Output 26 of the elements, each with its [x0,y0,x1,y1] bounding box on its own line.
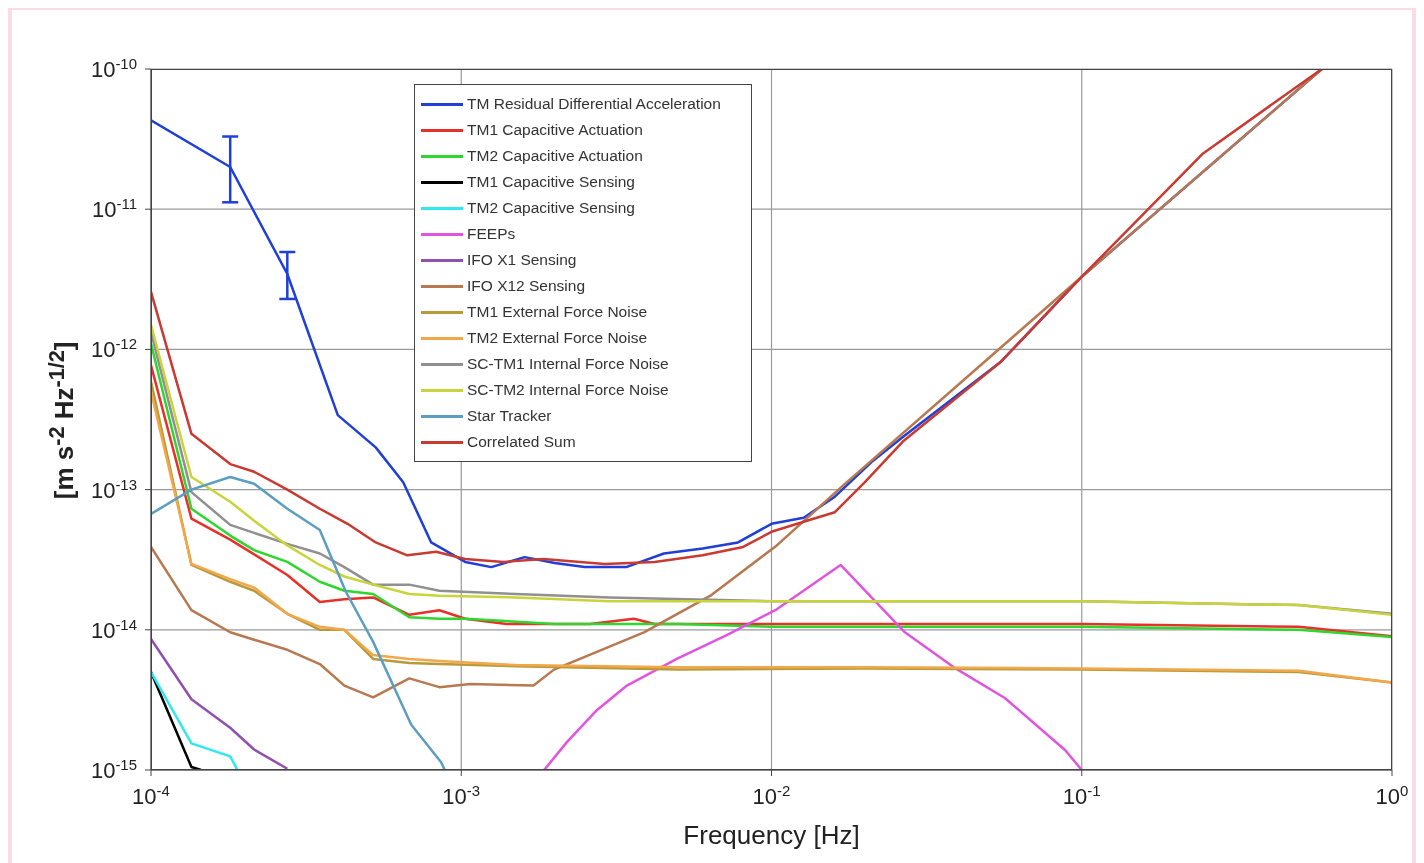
legend-label: SC-TM2 Internal Force Noise [467,381,669,399]
y-tick-label: 10$^{-13}$ [90,475,137,503]
legend-label: Star Tracker [467,407,552,425]
legend-label: TM1 Capacitive Sensing [467,173,635,191]
legend-label: TM1 External Force Noise [467,303,648,321]
legend-label: IFO X1 Sensing [467,251,577,269]
y-tick-label: 10$^{-15}$ [90,755,137,783]
x-tick-label: 10$^{-4}$ [132,781,170,809]
y-tick-label: 10$^{-12}$ [90,334,137,363]
legend-label: TM1 Capacitive Actuation [467,121,643,139]
legend-label: TM2 Capacitive Sensing [467,199,635,217]
x-tick-label: 10$^{-1}$ [1062,781,1101,809]
legend-label: TM2 External Force Noise [467,329,648,347]
legend-label: TM2 Capacitive Actuation [467,147,643,165]
legend-label: TM Residual Differential Acceleration [467,95,721,113]
y-tick-label: 10$^{-10}$ [90,54,137,82]
x-tick-label: 10$^{0}$ [1375,781,1409,809]
legend-label: FEEPs [467,225,516,243]
legend-label: SC-TM1 Internal Force Noise [467,355,669,373]
y-tick-label: 10$^{-14}$ [90,615,137,643]
legend-label: IFO X12 Sensing [467,277,586,295]
x-tick-label: 10$^{-2}$ [752,781,791,809]
y-tick-label: 10$^{-11}$ [92,194,137,223]
x-tick-label: 10$^{-3}$ [442,781,481,809]
x-axis-title: Frequency [Hz] [682,820,861,851]
legend-label: Correlated Sum [467,433,576,451]
